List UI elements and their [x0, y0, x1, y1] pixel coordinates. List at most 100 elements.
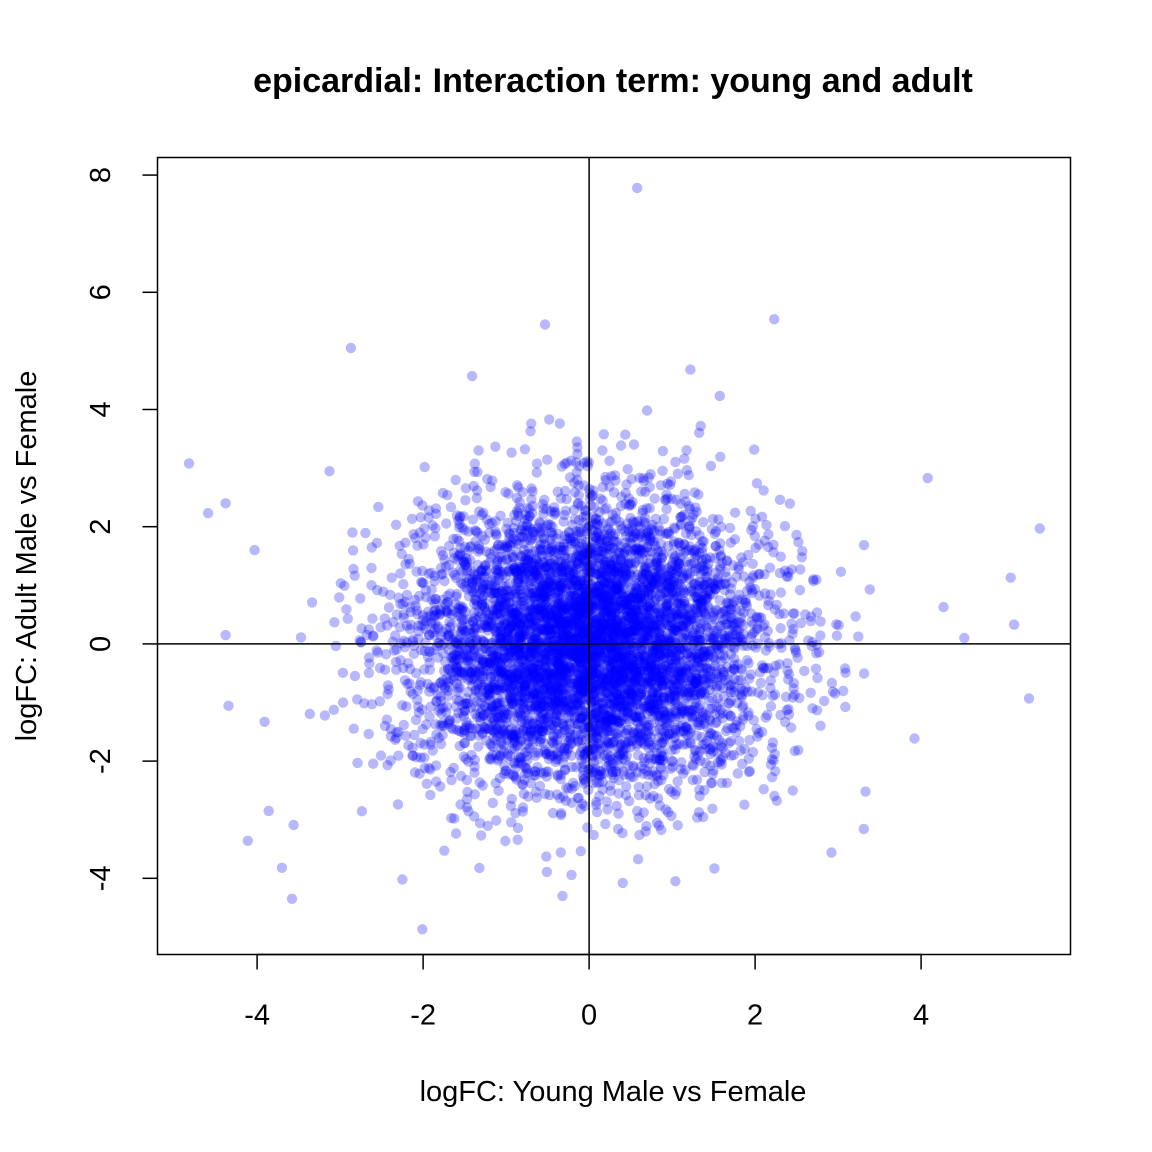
- data-point: [571, 652, 582, 663]
- data-point: [909, 733, 920, 744]
- data-point: [393, 750, 404, 761]
- data-point: [577, 550, 589, 561]
- data-point: [692, 598, 703, 610]
- data-point: [455, 511, 466, 522]
- data-point: [599, 719, 610, 730]
- data-point: [647, 711, 658, 722]
- data-point: [633, 620, 644, 631]
- data-point: [593, 754, 604, 765]
- data-point: [674, 726, 685, 737]
- data-point: [745, 631, 757, 643]
- data-point: [500, 835, 511, 847]
- data-point: [518, 724, 529, 735]
- data-point: [690, 670, 702, 681]
- data-point: [588, 829, 599, 841]
- data-point: [667, 728, 678, 739]
- data-point: [496, 712, 507, 723]
- data-point: [835, 566, 847, 577]
- data-point: [571, 467, 582, 478]
- data-point: [591, 703, 602, 715]
- data-point: [507, 637, 518, 648]
- data-point: [663, 783, 675, 795]
- data-point: [636, 522, 647, 533]
- data-point: [747, 746, 759, 758]
- data-point: [597, 481, 608, 493]
- data-point: [442, 489, 453, 501]
- data-point: [531, 673, 542, 685]
- data-point: [613, 626, 625, 637]
- data-point: [528, 675, 540, 687]
- data-point: [367, 613, 378, 624]
- data-point: [669, 624, 680, 635]
- data-point: [611, 623, 622, 634]
- data-point: [607, 586, 618, 598]
- data-point: [645, 732, 656, 743]
- data-point: [622, 464, 633, 475]
- data-point: [295, 632, 307, 643]
- data-point: [593, 568, 604, 580]
- data-point: [612, 680, 623, 692]
- data-point: [605, 619, 616, 630]
- data-point: [610, 566, 621, 578]
- data-point: [711, 628, 722, 639]
- data-point: [531, 467, 542, 478]
- data-point: [793, 745, 804, 756]
- data-point: [628, 439, 640, 450]
- data-point: [471, 526, 482, 537]
- data-point: [620, 629, 632, 641]
- data-point: [738, 711, 749, 722]
- data-point: [491, 815, 502, 826]
- data-point: [787, 785, 798, 796]
- data-point: [629, 729, 641, 740]
- data-point: [606, 622, 617, 634]
- data-point: [672, 555, 684, 567]
- data-point: [423, 512, 434, 523]
- data-point: [537, 581, 548, 592]
- data-point: [395, 598, 406, 610]
- data-point: [667, 566, 678, 578]
- data-point: [458, 511, 469, 522]
- data-point: [530, 668, 542, 679]
- data-point: [597, 616, 608, 627]
- data-point: [551, 739, 563, 750]
- data-point: [656, 824, 667, 836]
- data-point: [577, 770, 589, 781]
- data-point: [649, 559, 660, 570]
- data-point: [568, 651, 579, 662]
- data-point: [400, 596, 411, 608]
- data-point: [612, 624, 624, 636]
- data-point: [769, 790, 780, 802]
- data-point: [587, 651, 598, 662]
- data-point: [541, 749, 552, 760]
- data-point: [561, 622, 572, 633]
- data-point: [456, 621, 467, 633]
- data-point: [607, 691, 618, 703]
- data-point: [552, 614, 563, 625]
- data-point: [531, 730, 542, 741]
- data-point: [536, 707, 547, 719]
- data-point: [502, 616, 514, 628]
- data-point: [520, 680, 531, 691]
- data-point: [476, 830, 487, 841]
- data-point: [522, 558, 533, 569]
- data-point: [665, 763, 676, 774]
- data-point: [694, 717, 705, 728]
- data-point: [696, 690, 707, 701]
- data-point: [556, 659, 568, 670]
- data-point: [498, 601, 509, 613]
- data-point: [448, 674, 459, 685]
- data-point: [572, 576, 583, 587]
- data-point: [449, 813, 460, 824]
- data-point: [652, 637, 664, 648]
- data-point: [716, 777, 728, 789]
- data-point: [677, 614, 688, 626]
- data-point: [517, 631, 528, 642]
- data-point: [469, 789, 480, 800]
- data-point: [858, 668, 870, 679]
- data-point: [455, 577, 466, 588]
- data-point: [495, 665, 506, 676]
- data-point: [555, 646, 566, 657]
- data-point: [342, 613, 353, 624]
- data-point: [460, 698, 471, 709]
- data-point: [657, 707, 668, 718]
